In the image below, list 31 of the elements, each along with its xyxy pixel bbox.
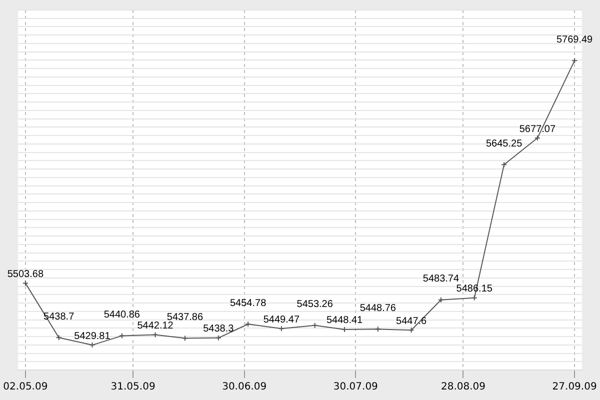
data-label: 5769.49 (556, 34, 594, 46)
x-tick-label: 02.05.09 (3, 382, 48, 393)
point (438, 296, 444, 303)
x-tick-label: 27.09.09 (552, 382, 597, 393)
point (471, 294, 478, 301)
x-tick-label: 28.08.09 (440, 382, 486, 393)
data-label: 5448.76 (360, 302, 396, 314)
data-label: 5449.47 (263, 314, 300, 326)
data-label: 5438.3 (203, 324, 234, 335)
point (152, 332, 158, 338)
point (245, 321, 252, 328)
point (312, 322, 318, 328)
x-tick-label: 30.06.09 (222, 382, 267, 393)
data-label: 5429.81 (74, 330, 111, 342)
data-label: 5453.26 (296, 299, 334, 310)
data-label: 5645.25 (486, 138, 523, 150)
x-tick-label: 31.05.09 (110, 382, 156, 393)
data-label: 5440.86 (104, 310, 140, 321)
data-label: 5503.68 (7, 268, 44, 280)
point (215, 334, 222, 341)
data-label: 5483.74 (422, 274, 460, 285)
data-label: 5442.12 (137, 320, 174, 332)
data-label: 5448.41 (326, 315, 364, 326)
point (118, 332, 125, 339)
point (56, 334, 62, 341)
x-tick-label: 30.07.09 (333, 382, 378, 393)
point (501, 162, 508, 168)
point (408, 327, 414, 334)
point (278, 326, 284, 332)
point (374, 326, 381, 332)
data-label: 5454.78 (230, 298, 267, 309)
